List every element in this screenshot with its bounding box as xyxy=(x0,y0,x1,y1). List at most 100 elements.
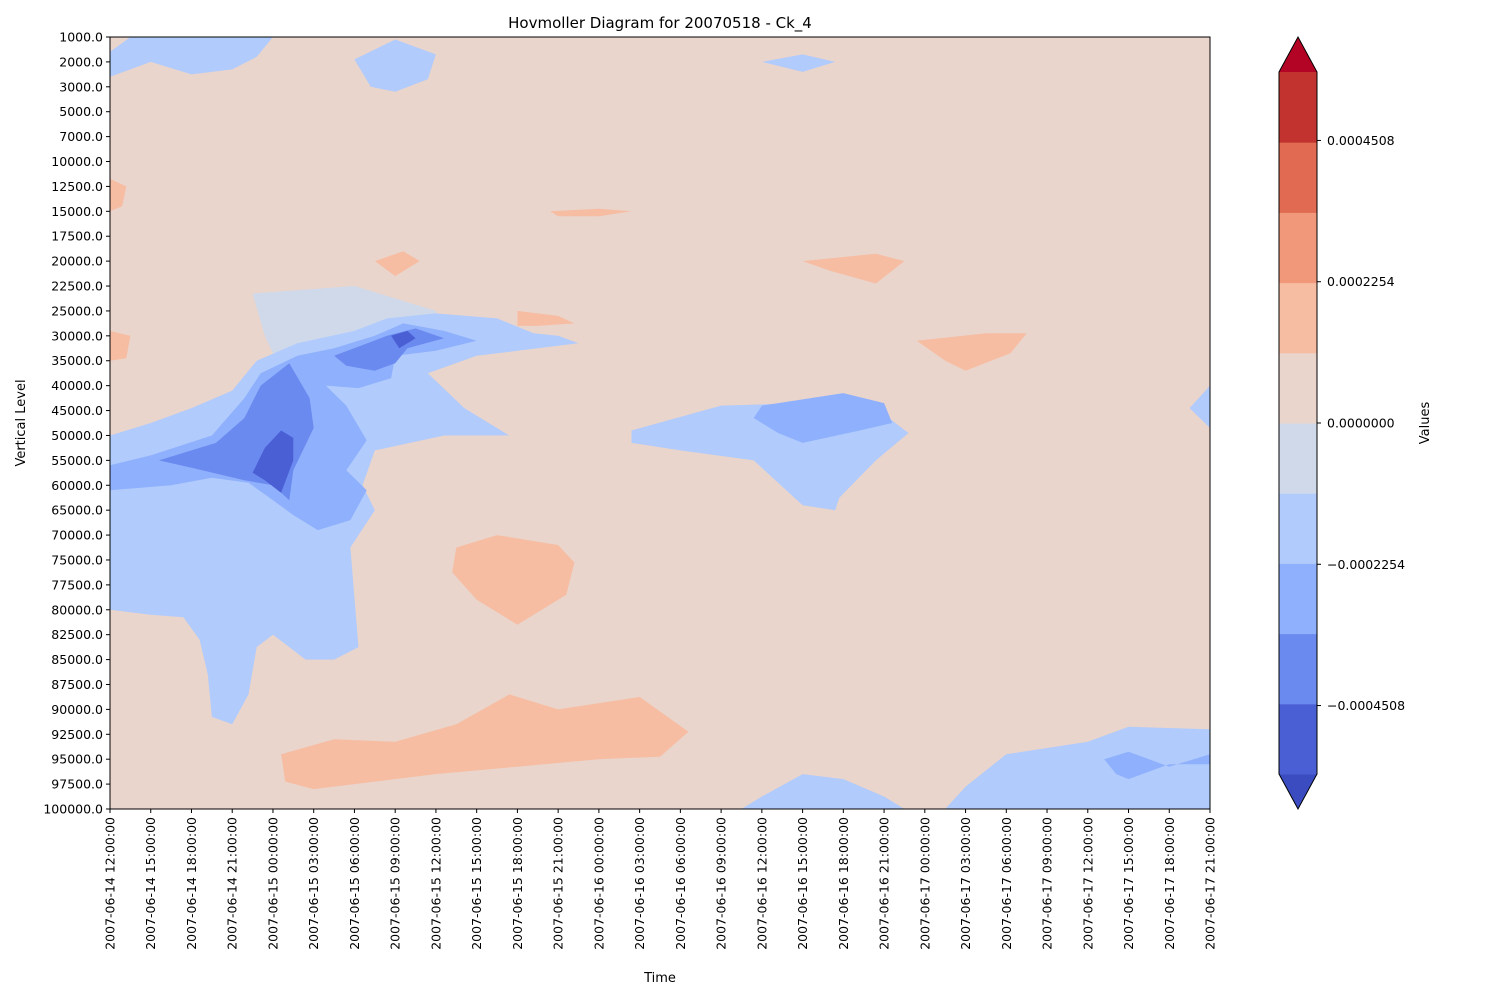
x-tick-label: 2007-06-15 03:00:00 xyxy=(306,817,321,950)
colorbar-tick-label: −0.0004508 xyxy=(1327,698,1405,713)
x-tick-label: 2007-06-16 00:00:00 xyxy=(591,817,606,950)
colorbar-tick-label: 0.0000000 xyxy=(1327,416,1395,431)
contour-region-26 xyxy=(391,330,416,349)
x-tick-label: 2007-06-16 06:00:00 xyxy=(673,817,688,950)
y-tick-label: 85000.0 xyxy=(51,652,103,667)
contour-region-16 xyxy=(761,54,836,72)
contour-region-7 xyxy=(517,310,575,326)
contour-region-18 xyxy=(741,774,905,809)
x-tick-label: 2007-06-16 12:00:00 xyxy=(754,817,769,950)
y-tick-label: 17500.0 xyxy=(51,229,103,244)
contour-region-3 xyxy=(452,535,575,625)
chart-title: Hovmoller Diagram for 20070518 - Ck_4 xyxy=(508,14,812,33)
contour-region-22 xyxy=(1104,751,1210,780)
y-axis: 1000.0 2000.0 3000.0 5000.0 7000.0 10000.0 125… xyxy=(43,30,110,817)
colorbar-extend-max xyxy=(1279,37,1317,72)
colorbar-segment xyxy=(1279,563,1317,635)
contour-region-14 xyxy=(110,37,273,77)
x-tick-label: 2007-06-14 21:00:00 xyxy=(225,817,240,950)
x-axis: 2007-06-14 12:00:00 2007-06-14 15:00:00 20… xyxy=(103,809,1218,950)
x-tick-label: 2007-06-16 15:00:00 xyxy=(795,817,810,950)
x-tick-label: 2007-06-17 09:00:00 xyxy=(1040,817,1055,950)
x-tick-label: 2007-06-16 03:00:00 xyxy=(632,817,647,950)
contour-region-4 xyxy=(916,333,1027,371)
colorbar-segment xyxy=(1279,212,1317,284)
x-tick-label: 2007-06-16 09:00:00 xyxy=(714,817,729,950)
y-tick-label: 1000.0 xyxy=(59,30,103,45)
x-tick-label: 2007-06-14 18:00:00 xyxy=(184,817,199,950)
contour-region-21 xyxy=(753,393,893,443)
y-tick-label: 87500.0 xyxy=(51,677,103,692)
x-tick-label: 2007-06-17 06:00:00 xyxy=(999,817,1014,950)
y-tick-label: 5000.0 xyxy=(59,104,103,119)
y-tick-label: 65000.0 xyxy=(51,503,103,518)
contour-region-5 xyxy=(802,253,905,284)
contour-region-15 xyxy=(354,39,436,92)
colorbar-segment xyxy=(1279,493,1317,564)
x-tick-label: 2007-06-17 00:00:00 xyxy=(917,817,932,950)
contour-region-25 xyxy=(252,430,294,493)
y-tick-label: 80000.0 xyxy=(51,602,103,617)
y-tick-label: 50000.0 xyxy=(51,428,103,443)
contour-region-10 xyxy=(110,330,131,361)
x-tick-label: 2007-06-15 09:00:00 xyxy=(388,817,403,950)
colorbar-label: Values xyxy=(1418,402,1433,445)
y-tick-label: 10000.0 xyxy=(51,154,103,169)
x-tick-label: 2007-06-17 15:00:00 xyxy=(1121,817,1136,950)
x-tick-label: 2007-06-17 18:00:00 xyxy=(1162,817,1177,950)
contour-region-9 xyxy=(110,178,127,212)
x-tick-label: 2007-06-16 21:00:00 xyxy=(877,817,892,950)
y-tick-label: 55000.0 xyxy=(51,453,103,468)
x-tick-label: 2007-06-15 12:00:00 xyxy=(428,817,443,950)
x-tick-label: 2007-06-15 21:00:00 xyxy=(551,817,566,950)
x-tick-label: 2007-06-15 00:00:00 xyxy=(265,817,280,950)
colorbar-segment xyxy=(1279,633,1317,705)
y-tick-label: 60000.0 xyxy=(51,478,103,493)
y-tick-label: 12500.0 xyxy=(51,179,103,194)
y-tick-label: 3000.0 xyxy=(59,79,103,94)
y-tick-label: 100000.0 xyxy=(43,802,103,817)
y-tick-label: 25000.0 xyxy=(51,303,103,318)
y-tick-label: 77500.0 xyxy=(51,577,103,592)
y-tick-label: 92500.0 xyxy=(51,727,103,742)
contour-region-0 xyxy=(110,134,1210,648)
contour-region-2 xyxy=(281,694,689,790)
y-axis-label: Vertical Level xyxy=(14,379,29,466)
contour-fill-layer xyxy=(110,37,1210,809)
x-tick-label: 2007-06-15 18:00:00 xyxy=(510,817,525,950)
y-tick-label: 40000.0 xyxy=(51,378,103,393)
y-tick-label: 75000.0 xyxy=(51,552,103,567)
y-tick-label: 97500.0 xyxy=(51,777,103,792)
y-tick-label: 45000.0 xyxy=(51,403,103,418)
y-tick-label: 95000.0 xyxy=(51,752,103,767)
x-tick-label: 2007-06-14 15:00:00 xyxy=(143,817,158,950)
colorbar-segment xyxy=(1279,703,1317,775)
contour-region-17 xyxy=(945,726,1210,809)
contour-region-19 xyxy=(1189,385,1210,428)
y-tick-label: 20000.0 xyxy=(51,254,103,269)
contour-region-8 xyxy=(550,208,632,217)
x-tick-label: 2007-06-15 15:00:00 xyxy=(469,817,484,950)
colorbar-segment xyxy=(1279,282,1317,354)
colorbar-segment xyxy=(1279,72,1317,143)
contour-region-24 xyxy=(334,328,445,371)
colorbar-tick-label: 0.0004508 xyxy=(1327,133,1395,148)
plot-frame xyxy=(109,36,1211,810)
y-tick-label: 2000.0 xyxy=(59,54,103,69)
y-tick-label: 90000.0 xyxy=(51,702,103,717)
colorbar-segment xyxy=(1279,423,1317,494)
x-tick-label: 2007-06-17 03:00:00 xyxy=(958,817,973,950)
x-axis-label: Time xyxy=(643,971,676,986)
colorbar-tick-label: −0.0002254 xyxy=(1327,557,1405,572)
contour-region-6 xyxy=(374,251,420,277)
colorbar-outline xyxy=(1278,35,1318,811)
colorbar-segment xyxy=(1279,142,1317,213)
x-tick-label: 2007-06-15 06:00:00 xyxy=(347,817,362,950)
y-tick-label: 7000.0 xyxy=(59,129,103,144)
y-tick-label: 22500.0 xyxy=(51,279,103,294)
y-tick-label: 82500.0 xyxy=(51,627,103,642)
x-tick-label: 2007-06-16 18:00:00 xyxy=(836,817,851,950)
y-tick-label: 30000.0 xyxy=(51,328,103,343)
x-tick-label: 2007-06-17 21:00:00 xyxy=(1203,817,1218,950)
y-tick-label: 15000.0 xyxy=(51,204,103,219)
